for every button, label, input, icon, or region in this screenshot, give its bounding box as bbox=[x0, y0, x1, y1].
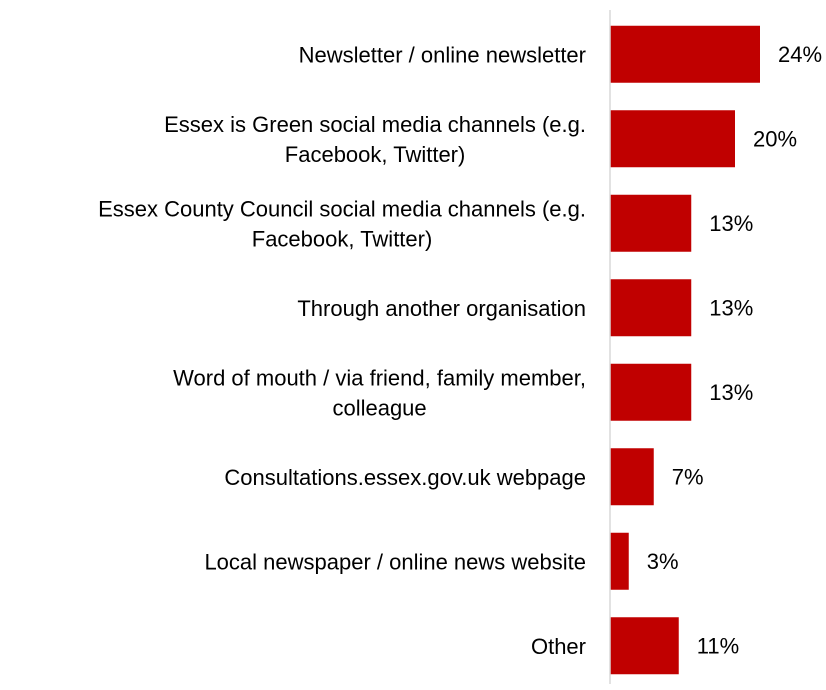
category-label: Through another organisation bbox=[297, 295, 586, 320]
category-label-line: Word of mouth / via friend, family membe… bbox=[173, 365, 586, 390]
data-label: 11% bbox=[697, 633, 739, 658]
bar bbox=[610, 25, 760, 83]
data-label: 20% bbox=[753, 126, 797, 151]
bar bbox=[610, 279, 692, 337]
bar bbox=[610, 448, 654, 506]
category-label-line: Facebook, Twitter) bbox=[252, 226, 433, 251]
category-label-line: Essex County Council social media channe… bbox=[98, 196, 586, 221]
bar bbox=[610, 617, 679, 675]
category-label-line: Through another organisation bbox=[297, 295, 586, 320]
data-label: 13% bbox=[709, 211, 753, 236]
value-labels-layer: 24% 20% 13% 13% 13% 7% 3% 11% bbox=[647, 42, 822, 659]
data-label: 13% bbox=[709, 295, 753, 320]
category-label: Essex County Council social media channe… bbox=[98, 196, 586, 251]
category-label-line: colleague bbox=[332, 395, 426, 420]
category-label: Local newspaper / online news website bbox=[204, 549, 586, 574]
category-label-line: Facebook, Twitter) bbox=[285, 141, 466, 166]
bar bbox=[610, 532, 629, 590]
category-label: Other bbox=[531, 633, 586, 658]
data-label: 24% bbox=[778, 42, 822, 67]
data-label: 7% bbox=[672, 464, 704, 489]
bar bbox=[610, 194, 692, 252]
category-label-line: Other bbox=[531, 633, 586, 658]
category-label: Essex is Green social media channels (e.… bbox=[164, 111, 586, 166]
data-label: 13% bbox=[709, 380, 753, 405]
bar bbox=[610, 363, 692, 421]
category-label: Word of mouth / via friend, family membe… bbox=[173, 365, 586, 420]
data-label: 3% bbox=[647, 549, 679, 574]
category-label-line: Consultations.essex.gov.uk webpage bbox=[224, 464, 586, 489]
category-label-line: Local newspaper / online news website bbox=[204, 549, 586, 574]
category-label-line: Newsletter / online newsletter bbox=[299, 42, 586, 67]
category-label: Newsletter / online newsletter bbox=[299, 42, 586, 67]
bar bbox=[610, 110, 735, 168]
category-label-line: Essex is Green social media channels (e.… bbox=[164, 111, 586, 136]
category-labels-layer: Newsletter / online newsletter Essex is G… bbox=[98, 42, 586, 659]
category-label: Consultations.essex.gov.uk webpage bbox=[224, 464, 586, 489]
bars-layer bbox=[610, 25, 760, 675]
